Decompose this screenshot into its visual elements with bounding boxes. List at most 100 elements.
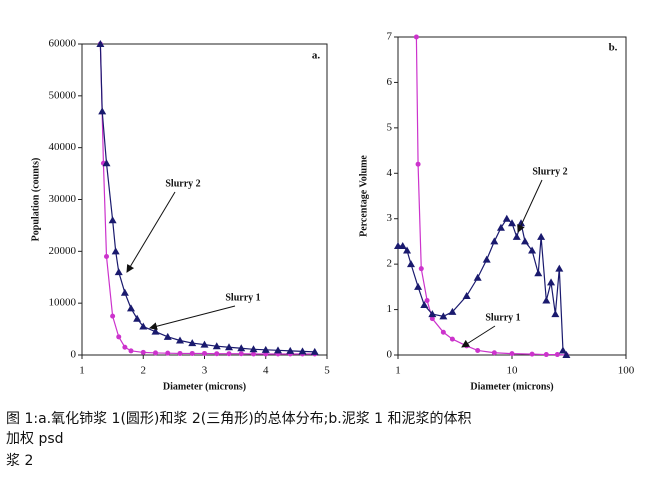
marker bbox=[420, 301, 429, 309]
marker bbox=[212, 342, 221, 350]
series-line bbox=[99, 43, 315, 355]
x-tick-label: 1 bbox=[79, 365, 85, 377]
marker bbox=[491, 350, 497, 356]
marker bbox=[403, 246, 412, 254]
y-tick-label: 20000 bbox=[49, 245, 77, 257]
y-axis-label: Population (counts) bbox=[30, 158, 41, 242]
marker bbox=[462, 291, 471, 299]
marker bbox=[543, 352, 549, 358]
y-tick-label: 6 bbox=[387, 76, 393, 88]
marker bbox=[225, 343, 233, 351]
marker bbox=[508, 219, 516, 227]
marker bbox=[165, 350, 171, 356]
annotation-arrow bbox=[126, 191, 176, 273]
y-tick-label: 1 bbox=[387, 303, 393, 315]
panel-label: a. bbox=[312, 50, 321, 62]
y-tick-label: 3 bbox=[387, 212, 393, 224]
marker bbox=[529, 351, 535, 357]
y-tick-label: 0 bbox=[387, 349, 393, 361]
marker bbox=[122, 344, 128, 350]
marker bbox=[200, 340, 209, 348]
x-tick-label: 10 bbox=[507, 365, 519, 377]
marker bbox=[448, 307, 457, 315]
marker bbox=[542, 296, 551, 304]
y-tick-label: 2 bbox=[387, 258, 393, 270]
marker bbox=[528, 246, 537, 254]
marker bbox=[214, 351, 220, 357]
annotation-arrow bbox=[149, 305, 236, 331]
marker bbox=[127, 304, 135, 312]
y-tick-label: 7 bbox=[387, 31, 393, 43]
x-tick-label: 4 bbox=[263, 365, 269, 377]
marker bbox=[237, 344, 246, 352]
marker bbox=[188, 339, 197, 347]
marker bbox=[133, 314, 142, 322]
marker bbox=[509, 351, 515, 357]
marker bbox=[176, 336, 184, 344]
marker bbox=[512, 232, 521, 240]
marker bbox=[496, 223, 505, 231]
marker bbox=[547, 278, 556, 286]
y-tick-label: 30000 bbox=[49, 193, 77, 205]
y-tick-label: 40000 bbox=[49, 141, 77, 153]
marker bbox=[520, 237, 529, 245]
marker bbox=[429, 316, 435, 322]
annotation: Slurry 1 bbox=[225, 292, 260, 303]
marker bbox=[108, 216, 117, 224]
marker bbox=[428, 310, 437, 318]
marker bbox=[298, 347, 307, 355]
marker bbox=[398, 241, 407, 249]
y-tick-label: 10000 bbox=[49, 297, 77, 309]
marker bbox=[249, 345, 258, 353]
y-tick-label: 0 bbox=[71, 349, 77, 361]
marker bbox=[140, 349, 146, 355]
marker bbox=[238, 351, 244, 357]
plot-frame bbox=[397, 36, 627, 356]
marker bbox=[418, 266, 424, 272]
series-line bbox=[99, 43, 315, 353]
marker bbox=[415, 161, 421, 167]
marker bbox=[414, 282, 423, 290]
x-tick-label: 5 bbox=[324, 365, 330, 377]
marker bbox=[439, 312, 448, 320]
marker bbox=[139, 322, 148, 330]
figure: 0 10000 20000 30000 40000 50000 60000 1 2 3 4 5 Diam… bbox=[30, 31, 635, 393]
x-tick-label: 1 bbox=[395, 365, 401, 377]
marker bbox=[114, 268, 123, 276]
y-tick-label: 4 bbox=[387, 167, 393, 179]
annotation-arrow bbox=[461, 325, 496, 348]
marker bbox=[490, 237, 499, 245]
marker bbox=[111, 247, 120, 255]
marker bbox=[440, 329, 446, 335]
marker bbox=[128, 348, 134, 354]
x-tick-label: 3 bbox=[202, 365, 208, 377]
caption-line: 浆 2 bbox=[6, 453, 34, 469]
y-tick-label: 60000 bbox=[49, 38, 77, 50]
x-tick-label: 2 bbox=[141, 365, 147, 377]
marker bbox=[251, 351, 256, 357]
marker bbox=[102, 159, 111, 167]
x-tick-label: 100 bbox=[618, 365, 635, 377]
marker bbox=[475, 347, 481, 353]
marker bbox=[202, 350, 207, 356]
marker bbox=[554, 352, 560, 358]
marker bbox=[261, 345, 270, 353]
x-axis-label: Diameter (microns) bbox=[163, 381, 246, 392]
marker bbox=[562, 351, 571, 358]
panel-label: b. bbox=[609, 42, 618, 54]
marker bbox=[110, 313, 116, 319]
marker bbox=[151, 327, 160, 335]
annotation: Slurry 1 bbox=[485, 312, 520, 323]
annotation-arrow bbox=[517, 179, 543, 233]
marker bbox=[153, 350, 158, 356]
marker bbox=[286, 346, 295, 354]
marker bbox=[98, 107, 107, 115]
marker bbox=[163, 332, 172, 340]
marker bbox=[104, 254, 109, 260]
marker bbox=[116, 334, 122, 340]
x-axis-label: Diameter (microns) bbox=[470, 381, 553, 392]
marker bbox=[274, 346, 282, 354]
caption-line: 加权 psd bbox=[6, 431, 64, 447]
annotation: Slurry 2 bbox=[532, 166, 567, 177]
annotation: Slurry 2 bbox=[165, 178, 200, 189]
